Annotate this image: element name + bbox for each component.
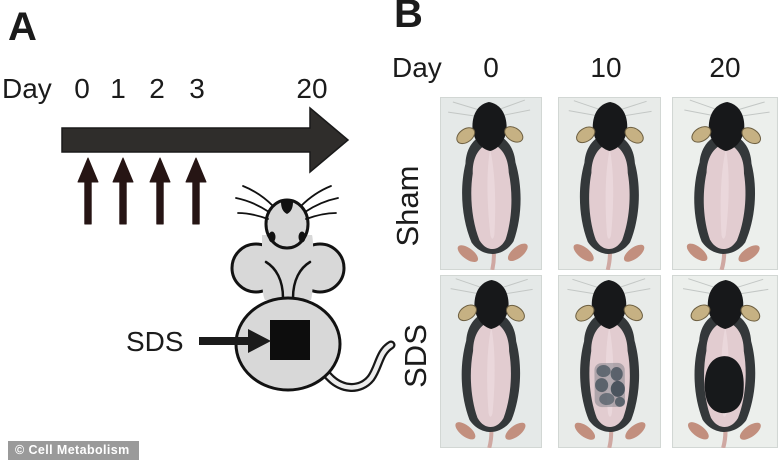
- timeline-arrow: [61, 106, 350, 174]
- mouse-photo-svg: [440, 97, 542, 270]
- photo-foot-right: [507, 243, 528, 262]
- photo-spine-highlight: [720, 149, 729, 239]
- row-label-sham: Sham: [390, 165, 425, 247]
- mouse-eye-left: [268, 231, 276, 243]
- photo-spine-highlight: [605, 149, 614, 239]
- panel-a-label: A: [8, 5, 37, 49]
- credit-badge: © Cell Metabolism: [8, 441, 139, 460]
- injection-arrow: [112, 157, 134, 225]
- photo-whiskers: [448, 99, 531, 117]
- panel-a-diagram: A Day 0 1 2 3 20 SDS: [2, 5, 396, 392]
- photo-ear-right: [623, 304, 643, 322]
- injection-arrow: [185, 157, 207, 225]
- photo-spine-highlight: [487, 327, 495, 417]
- photo-ear-right: [740, 304, 761, 322]
- timeline-tick-1: 1: [110, 73, 126, 104]
- photo-head: [707, 280, 744, 330]
- mouse-photo-sham-day10: [558, 97, 661, 270]
- photo-whiskers: [450, 278, 533, 295]
- photo-foot-right: [738, 245, 760, 263]
- photo-whiskers: [684, 99, 770, 117]
- mouse-cartoon: [230, 185, 396, 392]
- photo-ear-left: [576, 126, 596, 144]
- mouse-photo-svg: [440, 275, 542, 448]
- mouse-whiskers: [235, 185, 339, 220]
- injection-arrow: [77, 157, 99, 225]
- photo-whiskers: [568, 100, 652, 117]
- photo-ear-right: [504, 126, 524, 143]
- photo-foot-left: [574, 422, 596, 440]
- photo-ear-right: [624, 126, 644, 144]
- sds-application-patch: [270, 320, 310, 360]
- mouse-shoulder-line-right: [291, 260, 312, 300]
- photo-foot-right: [505, 422, 526, 440]
- mouse-eye-right: [298, 231, 306, 243]
- mouse-shoulder-line-left: [264, 260, 285, 300]
- photo-foot-right: [625, 422, 646, 440]
- photo-ear-left: [457, 304, 477, 322]
- photo-ear-left: [690, 304, 711, 322]
- photo-head: [474, 280, 509, 330]
- photo-spine-highlight: [487, 149, 496, 239]
- mouse-photo-sds-day20: [672, 275, 778, 448]
- mouse-photo-sham-day0: [440, 97, 542, 270]
- photo-foot-left: [687, 422, 709, 440]
- mouse-neck: [262, 235, 314, 300]
- mouse-photo-svg: [558, 97, 661, 270]
- timeline-tick-20: 20: [296, 73, 327, 104]
- photo-foot-left: [455, 422, 476, 440]
- photo-head: [591, 280, 627, 330]
- sds-label: SDS: [126, 326, 184, 357]
- regrowth-patch-patchy: [594, 362, 626, 408]
- mouse-photo-sds-day0: [440, 275, 542, 448]
- mouse-photo-svg: [672, 97, 778, 270]
- row-label-sds: SDS: [398, 324, 433, 388]
- panel-b-day-axis-label: Day: [392, 52, 442, 83]
- day-column-header-10: 10: [590, 52, 622, 83]
- mouse-photo-svg: [558, 275, 661, 448]
- photo-head: [592, 102, 628, 152]
- timeline-day-label: Day: [2, 73, 52, 104]
- timeline-tick-3: 3: [189, 73, 205, 104]
- photo-ear-left: [691, 126, 712, 143]
- photo-ear-right: [505, 304, 525, 322]
- regrowth-patch-solid: [704, 356, 744, 414]
- photo-foot-left: [573, 244, 594, 262]
- photo-foot-right: [623, 244, 645, 262]
- photo-foot-left: [457, 245, 479, 263]
- mouse-tail-inner: [322, 342, 394, 390]
- photo-foot-right: [739, 422, 761, 440]
- day-column-header-0: 0: [483, 52, 499, 83]
- mouse-nose: [281, 199, 293, 214]
- mouse-photo-svg: [672, 275, 778, 448]
- injection-arrows: [77, 157, 207, 225]
- panel-b-label: B: [394, 0, 423, 36]
- timeline-tick-0: 0: [74, 73, 90, 104]
- mouse-photo-sham-day20: [672, 97, 778, 270]
- photo-head: [472, 102, 507, 152]
- injection-arrow: [149, 157, 171, 225]
- photo-ear-left: [575, 304, 595, 322]
- sds-pointer-arrow: [199, 329, 271, 353]
- photo-ear-right: [741, 127, 762, 145]
- photo-ear-left: [456, 127, 476, 145]
- photo-whiskers: [567, 278, 651, 295]
- photo-whiskers: [682, 278, 769, 295]
- timeline-tick-2: 2: [149, 73, 165, 104]
- photo-head: [708, 102, 745, 152]
- day-column-header-20: 20: [709, 52, 741, 83]
- photo-foot-left: [686, 243, 708, 262]
- mouse-photo-sds-day10: [558, 275, 661, 448]
